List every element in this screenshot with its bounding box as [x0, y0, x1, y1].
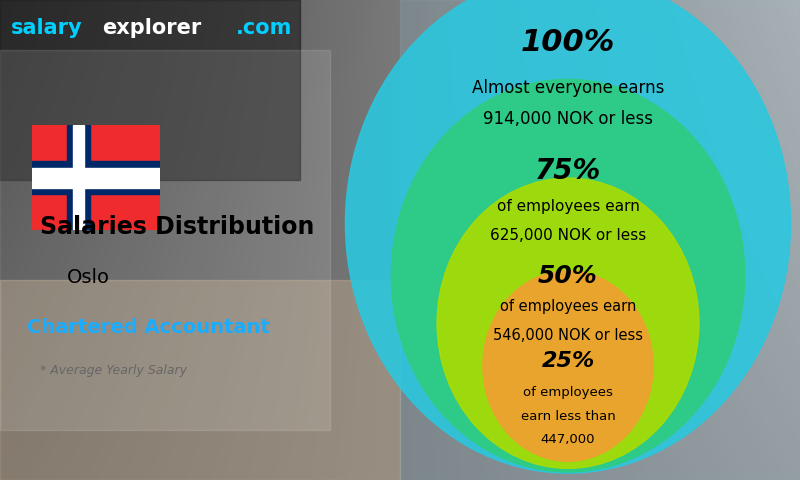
Text: * Average Yearly Salary: * Average Yearly Salary [40, 364, 187, 377]
Text: of employees earn: of employees earn [497, 199, 639, 214]
Text: Salaries Distribution: Salaries Distribution [40, 215, 314, 239]
Text: 50%: 50% [538, 264, 598, 288]
Bar [73, 125, 84, 230]
Bar [67, 125, 90, 230]
Text: 100%: 100% [521, 28, 615, 57]
Bar [32, 168, 160, 188]
Ellipse shape [391, 79, 745, 472]
Bar [0, 50, 330, 430]
Ellipse shape [483, 271, 653, 461]
Text: Chartered Accountant: Chartered Accountant [27, 318, 270, 337]
Text: 447,000: 447,000 [541, 433, 595, 446]
Text: Almost everyone earns: Almost everyone earns [472, 79, 664, 96]
Bar [400, 0, 800, 480]
Text: of employees: of employees [523, 386, 613, 399]
Text: 625,000 NOK or less: 625,000 NOK or less [490, 228, 646, 243]
Bar [0, 0, 300, 180]
Bar [32, 161, 160, 194]
Text: 75%: 75% [535, 157, 601, 185]
Text: 25%: 25% [542, 351, 594, 372]
Text: of employees earn: of employees earn [500, 299, 636, 314]
Ellipse shape [346, 0, 790, 473]
Bar [0, 280, 400, 480]
Text: salary: salary [10, 18, 82, 38]
Ellipse shape [437, 178, 699, 468]
Text: 546,000 NOK or less: 546,000 NOK or less [493, 328, 643, 343]
Text: 914,000 NOK or less: 914,000 NOK or less [483, 109, 653, 128]
Text: .com: .com [236, 18, 292, 38]
Text: earn less than: earn less than [521, 409, 615, 422]
Text: Oslo: Oslo [67, 268, 110, 287]
Text: explorer: explorer [102, 18, 202, 38]
